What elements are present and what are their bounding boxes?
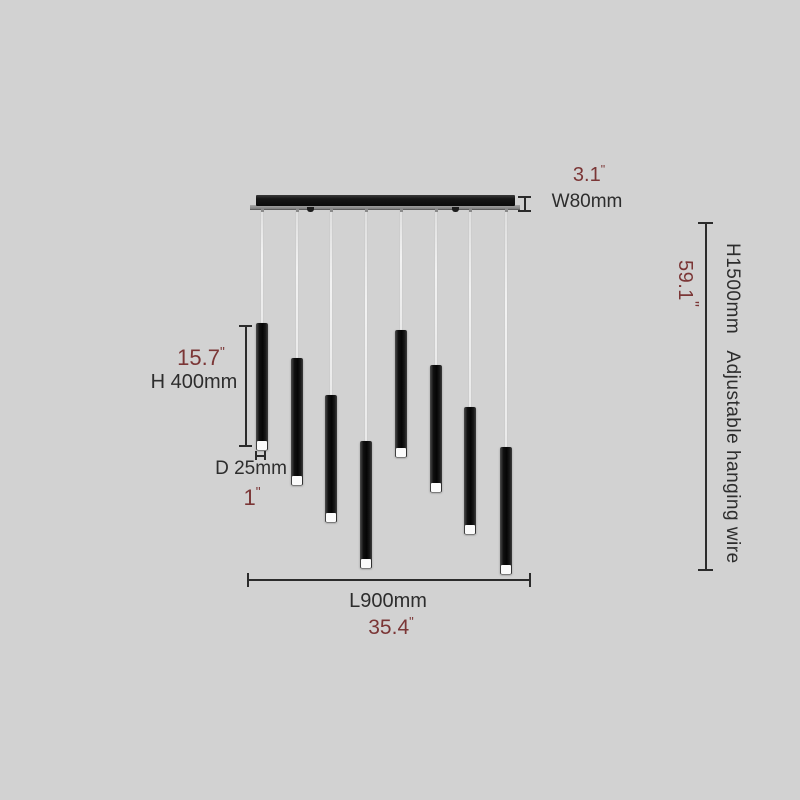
length-dim-cap-left — [247, 573, 249, 587]
diameter-dim-cap-left — [255, 451, 257, 460]
length-inch-label: 35.4" — [368, 614, 414, 639]
wire-connector — [468, 208, 472, 212]
wire-connector — [329, 208, 333, 212]
canopy-screw — [307, 207, 314, 212]
length-dim-line — [248, 579, 530, 581]
pendant-cylinder — [464, 407, 476, 534]
hanging-wire — [296, 209, 298, 358]
wire-connector — [260, 208, 264, 212]
length-mm-label: L900mm — [349, 590, 427, 612]
pendant-led-tip — [361, 559, 371, 568]
canopy-width-inch-label: 3.1" — [572, 162, 606, 186]
diameter-mm-label: D 25mm — [215, 458, 287, 479]
drop-height-dim-cap-top — [698, 222, 713, 224]
wire-connector — [504, 208, 508, 212]
diameter-inch-label: 1" — [243, 484, 261, 510]
hanging-wire — [330, 209, 332, 395]
hanging-wire — [261, 209, 263, 323]
wire-connector — [295, 208, 299, 212]
hanging-wire — [400, 209, 402, 330]
pendant-height-dim-line — [245, 326, 247, 446]
pendant-led-tip — [431, 483, 441, 492]
hanging-wire — [505, 209, 507, 447]
pendant-height-dim-cap-top — [239, 325, 252, 327]
pendant-cylinder — [325, 395, 337, 522]
canopy-mounting-flange — [250, 205, 520, 210]
pendant-cylinder — [500, 447, 512, 574]
canopy-depth-dim-cap-top — [518, 196, 531, 198]
pendant-cylinder — [256, 323, 268, 450]
pendant-height-mm-label: H 400mm — [150, 371, 238, 393]
drop-height-inch-label: 59.1" — [674, 260, 703, 308]
pendant-cylinder — [395, 330, 407, 457]
pendant-led-tip — [326, 513, 336, 522]
pendant-cylinder — [291, 358, 303, 485]
canopy-depth-dim-cap-bottom — [518, 210, 531, 212]
canopy-depth-dim-line — [524, 198, 526, 211]
pendant-led-tip — [396, 448, 406, 457]
ceiling-canopy — [256, 195, 515, 206]
length-dim-cap-right — [529, 573, 531, 587]
hanging-wire — [469, 209, 471, 407]
canopy-width-mm-label: W80mm — [551, 191, 623, 212]
pendant-height-inch-label: 15.7" — [177, 344, 225, 370]
drop-height-dim-line — [705, 223, 707, 570]
drop-height-dim-cap-bottom — [698, 569, 713, 571]
pendant-cylinder — [360, 441, 372, 568]
pendant-led-tip — [257, 441, 267, 450]
canopy-screw — [452, 207, 459, 212]
diameter-dim-line — [255, 455, 266, 457]
hanging-wire — [435, 209, 437, 365]
wire-connector — [364, 208, 368, 212]
pendant-led-tip — [501, 565, 511, 574]
wire-connector — [434, 208, 438, 212]
hanging-wire — [365, 209, 367, 441]
wire-connector — [399, 208, 403, 212]
pendant-cylinder — [430, 365, 442, 492]
pendant-led-tip — [465, 525, 475, 534]
pendant-led-tip — [292, 476, 302, 485]
pendant-height-dim-cap-bottom — [239, 445, 252, 447]
drop-height-mm-label: H1500mm Adjustable hanging wire — [722, 243, 743, 564]
diameter-dim-cap-right — [264, 451, 266, 460]
